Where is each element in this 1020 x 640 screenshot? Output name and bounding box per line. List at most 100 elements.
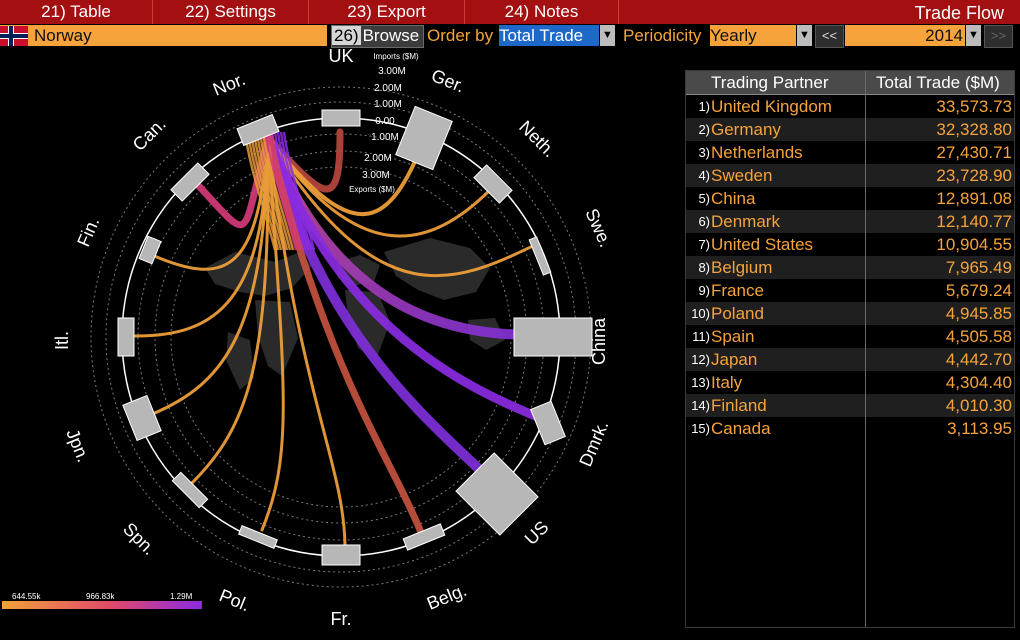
legend-label-mid: 966.83k: [86, 592, 115, 601]
table-row[interactable]: 13) Italy 4,304.40: [686, 371, 1014, 394]
row-partner[interactable]: Netherlands: [711, 143, 803, 162]
node-bar-poland[interactable]: [238, 525, 278, 549]
order-by-select[interactable]: Total Trade: [499, 25, 599, 46]
table-row[interactable]: 8) Belgium 7,965.49: [686, 256, 1014, 279]
node-label-japan[interactable]: Jpn.: [62, 426, 93, 465]
node-label-france[interactable]: Fr.: [331, 609, 352, 629]
node-bar-uk[interactable]: [321, 109, 361, 127]
row-partner[interactable]: Germany: [711, 120, 781, 139]
row-partner[interactable]: Italy: [711, 373, 743, 392]
menu-settings[interactable]: 22) Settings: [153, 0, 309, 24]
node-bar-china[interactable]: [513, 317, 593, 357]
node-label-us[interactable]: US: [521, 517, 553, 549]
node-bar-finland[interactable]: [138, 235, 162, 265]
country-field[interactable]: Norway: [0, 25, 327, 46]
legend-gradient-bar: [2, 601, 202, 609]
node-label-denmark[interactable]: Dmrk.: [575, 418, 612, 470]
row-partner[interactable]: Finland: [711, 396, 767, 415]
flow-bundle-strand: [249, 131, 283, 251]
table-row[interactable]: 4) Sweden 23,728.90: [686, 164, 1014, 187]
year-select[interactable]: 2014: [845, 25, 965, 46]
row-total-trade: 3,113.95: [947, 419, 1012, 438]
periodicity-select[interactable]: Yearly: [710, 25, 796, 46]
header-total-trade[interactable]: Total Trade ($M): [876, 73, 1000, 92]
node-bar-belgium[interactable]: [402, 523, 446, 551]
legend-label-high: 1.29M: [170, 592, 193, 601]
menu-notes[interactable]: 24) Notes: [465, 0, 619, 24]
table-row[interactable]: 3) Netherlands 27,430.71: [686, 141, 1014, 164]
table-row[interactable]: 12) Japan 4,442.70: [686, 348, 1014, 371]
row-total-trade: 4,505.58: [945, 327, 1012, 346]
row-partner[interactable]: Canada: [711, 419, 771, 438]
scale-label-exports: Exports ($M): [349, 185, 395, 194]
node-label-china[interactable]: China: [589, 317, 609, 365]
header-trading-partner[interactable]: Trading Partner: [711, 73, 829, 92]
node-bar-france[interactable]: [321, 544, 361, 566]
node-label-poland[interactable]: Pol.: [217, 585, 253, 615]
year-dropdown-icon[interactable]: ▼: [966, 25, 981, 46]
row-total-trade: 5,679.24: [945, 281, 1012, 300]
row-partner[interactable]: China: [711, 189, 756, 208]
node-label-germany[interactable]: Ger.: [429, 65, 468, 96]
flow-bundle-strand: [267, 131, 301, 251]
node-label-uk[interactable]: UK: [328, 48, 353, 66]
row-partner[interactable]: United States: [711, 235, 814, 254]
table-row[interactable]: 9) France 5,679.24: [686, 279, 1014, 302]
periodicity-dropdown-icon[interactable]: ▼: [797, 25, 812, 46]
node-bar-sweden[interactable]: [528, 236, 552, 276]
row-total-trade: 23,728.90: [936, 166, 1012, 185]
row-partner[interactable]: Spain: [711, 327, 755, 346]
node-label-finland[interactable]: Fin.: [73, 214, 103, 249]
table-row[interactable]: 2) Germany 32,328.80: [686, 118, 1014, 141]
flow-germany[interactable]: [266, 136, 422, 217]
node-bar-spain[interactable]: [171, 471, 209, 509]
table-row[interactable]: 14) Finland 4,010.30: [686, 394, 1014, 417]
flow-bundle-strand: [252, 131, 286, 251]
row-partner[interactable]: Belgium: [711, 258, 773, 277]
order-by-dropdown-icon[interactable]: ▼: [600, 25, 615, 46]
node-bar-us[interactable]: [455, 452, 539, 536]
node-bar-germany[interactable]: [395, 105, 453, 171]
browse-button[interactable]: 26) Browse: [331, 25, 424, 48]
table-row[interactable]: 6) Denmark 12,140.77: [686, 210, 1014, 233]
row-rank: 13): [691, 375, 710, 390]
menu-table-number: 21): [41, 2, 66, 21]
row-rank: 6): [698, 214, 710, 229]
previous-year-button[interactable]: <<: [815, 25, 844, 48]
flow-bundle-strand: [261, 131, 295, 251]
node-label-netherlands[interactable]: Neth.: [515, 117, 560, 162]
node-label-canada[interactable]: Can.: [129, 114, 170, 155]
row-partner[interactable]: Sweden: [711, 166, 773, 185]
node-label-norway[interactable]: Nor.: [210, 69, 248, 100]
node-bar-japan[interactable]: [122, 394, 162, 442]
node-bar-canada[interactable]: [170, 162, 210, 202]
table-row[interactable]: 1) United Kingdom 33,573.73: [686, 95, 1014, 118]
table-row[interactable]: 15) Canada 3,113.95: [686, 417, 1014, 440]
menu-notes-number: 24): [504, 2, 530, 21]
node-label-italy[interactable]: Itl.: [52, 331, 72, 350]
node-label-belgium[interactable]: Belg.: [424, 580, 470, 614]
node-bar-italy[interactable]: [117, 317, 135, 357]
table-row[interactable]: 5) China 12,891.08: [686, 187, 1014, 210]
row-total-trade: 32,328.80: [936, 120, 1012, 139]
row-partner[interactable]: Japan: [711, 350, 758, 369]
flow-bundle-strand: [279, 131, 313, 251]
node-label-sweden[interactable]: Swe.: [581, 205, 616, 250]
row-partner[interactable]: Denmark: [711, 212, 780, 231]
table-row[interactable]: 11) Spain 4,505.58: [686, 325, 1014, 348]
node-label-spain[interactable]: Spn.: [119, 519, 159, 559]
next-year-button[interactable]: >>: [984, 25, 1013, 48]
table-row[interactable]: 7) United States 10,904.55: [686, 233, 1014, 256]
row-partner[interactable]: France: [711, 281, 764, 300]
row-partner[interactable]: Poland: [711, 304, 764, 323]
menu-export[interactable]: 23) Export: [309, 0, 465, 24]
node-bar-netherlands[interactable]: [473, 164, 513, 204]
flow-sweden[interactable]: [266, 136, 537, 278]
node-bar-denmark[interactable]: [530, 400, 566, 446]
scale-label-exports-1m: 1.00M: [371, 132, 399, 143]
menu-table[interactable]: 21) Table: [0, 0, 153, 24]
table-row[interactable]: 10) Poland 4,945.85: [686, 302, 1014, 325]
row-partner[interactable]: United Kingdom: [711, 97, 832, 116]
node-bar-norway[interactable]: [236, 113, 280, 147]
flow-netherlands[interactable]: [266, 136, 492, 238]
